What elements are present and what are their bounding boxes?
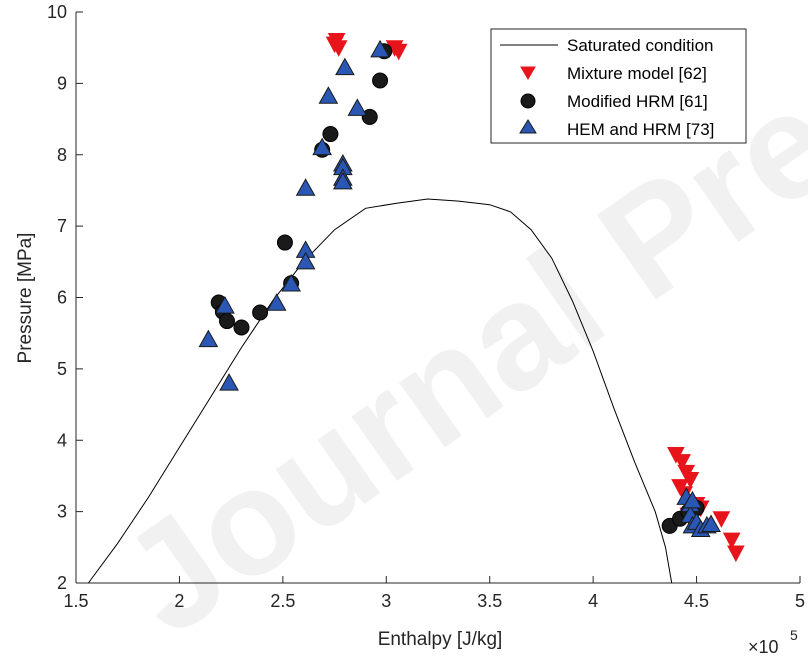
data-point-triangle-up — [281, 273, 301, 292]
legend-label-saturated: Saturated condition — [567, 36, 714, 55]
saturated-curve — [87, 198, 673, 584]
data-point-triangle-up — [295, 178, 316, 196]
data-point-triangle-up — [215, 296, 235, 314]
data-point-triangle-up — [198, 329, 219, 348]
x-tick-label: 1.5 — [63, 591, 88, 611]
x-multiplier-exponent: 5 — [790, 627, 798, 643]
data-point-triangle-up — [682, 490, 703, 509]
y-tick-label: 7 — [57, 216, 67, 236]
data-point-triangle-down — [673, 454, 691, 471]
data-point-triangle-up — [335, 57, 355, 76]
data-point-circle — [322, 126, 339, 143]
y-tick-label: 10 — [47, 2, 67, 22]
series-0 — [87, 198, 673, 584]
data-point-triangle-up — [295, 251, 316, 270]
y-tick-label: 6 — [57, 288, 67, 308]
x-tick-label: 5 — [795, 591, 805, 611]
data-point-triangle-down — [325, 36, 344, 54]
x-tick-label: 4 — [588, 591, 598, 611]
x-multiplier-base: ×10 — [748, 637, 779, 657]
legend: Saturated condition Mixture model [62] M… — [490, 28, 747, 144]
legend-triangle-down-icon — [520, 66, 536, 80]
legend-label-mixture: Mixture model [62] — [567, 64, 707, 83]
x-tick-label: 3.5 — [477, 591, 502, 611]
data-point-circle — [361, 108, 378, 125]
legend-triangle-up-icon — [519, 119, 537, 134]
data-point-triangle-up — [701, 514, 721, 532]
data-point-circle — [276, 234, 293, 251]
data-point-triangle-up — [370, 39, 390, 58]
legend-label-modified-hrm: Modified HRM [61] — [567, 92, 708, 111]
data-point-triangle-up — [347, 98, 368, 116]
x-axis-label: Enthalpy [J/kg] — [378, 629, 503, 650]
data-point-triangle-up — [219, 373, 239, 391]
legend-label-hem-hrm: HEM and HRM [73] — [567, 120, 714, 139]
y-tick-label: 4 — [57, 430, 67, 450]
y-axis-label: Pressure [MPa] — [15, 233, 36, 364]
y-tick-label: 8 — [57, 145, 67, 165]
y-tick-label: 9 — [57, 73, 67, 93]
data-point-triangle-down — [712, 511, 731, 528]
series-layer — [87, 33, 745, 584]
data-point-triangle-up — [318, 86, 339, 104]
legend-circle-icon — [520, 93, 536, 109]
y-tick-label: 5 — [57, 359, 67, 379]
data-point-triangle-down — [722, 532, 741, 550]
data-point-circle — [233, 319, 250, 336]
y-tick-label: 3 — [57, 502, 67, 522]
data-point-triangle-up — [332, 171, 353, 190]
x-tick-label: 2.5 — [270, 591, 295, 611]
series-3 — [198, 39, 721, 537]
x-tick-label: 3 — [381, 591, 391, 611]
data-point-circle — [219, 313, 236, 330]
data-point-circle — [252, 304, 269, 321]
x-axis-multiplier: ×10 5 — [748, 627, 798, 657]
y-tick-label: 2 — [57, 573, 67, 593]
data-point-circle — [372, 72, 389, 89]
legend-box — [490, 28, 747, 144]
x-tick-label: 2 — [174, 591, 184, 611]
data-point-triangle-up — [266, 293, 287, 311]
data-point-triangle-up — [312, 137, 333, 156]
data-point-triangle-down — [727, 545, 745, 563]
x-tick-label: 4.5 — [684, 591, 709, 611]
